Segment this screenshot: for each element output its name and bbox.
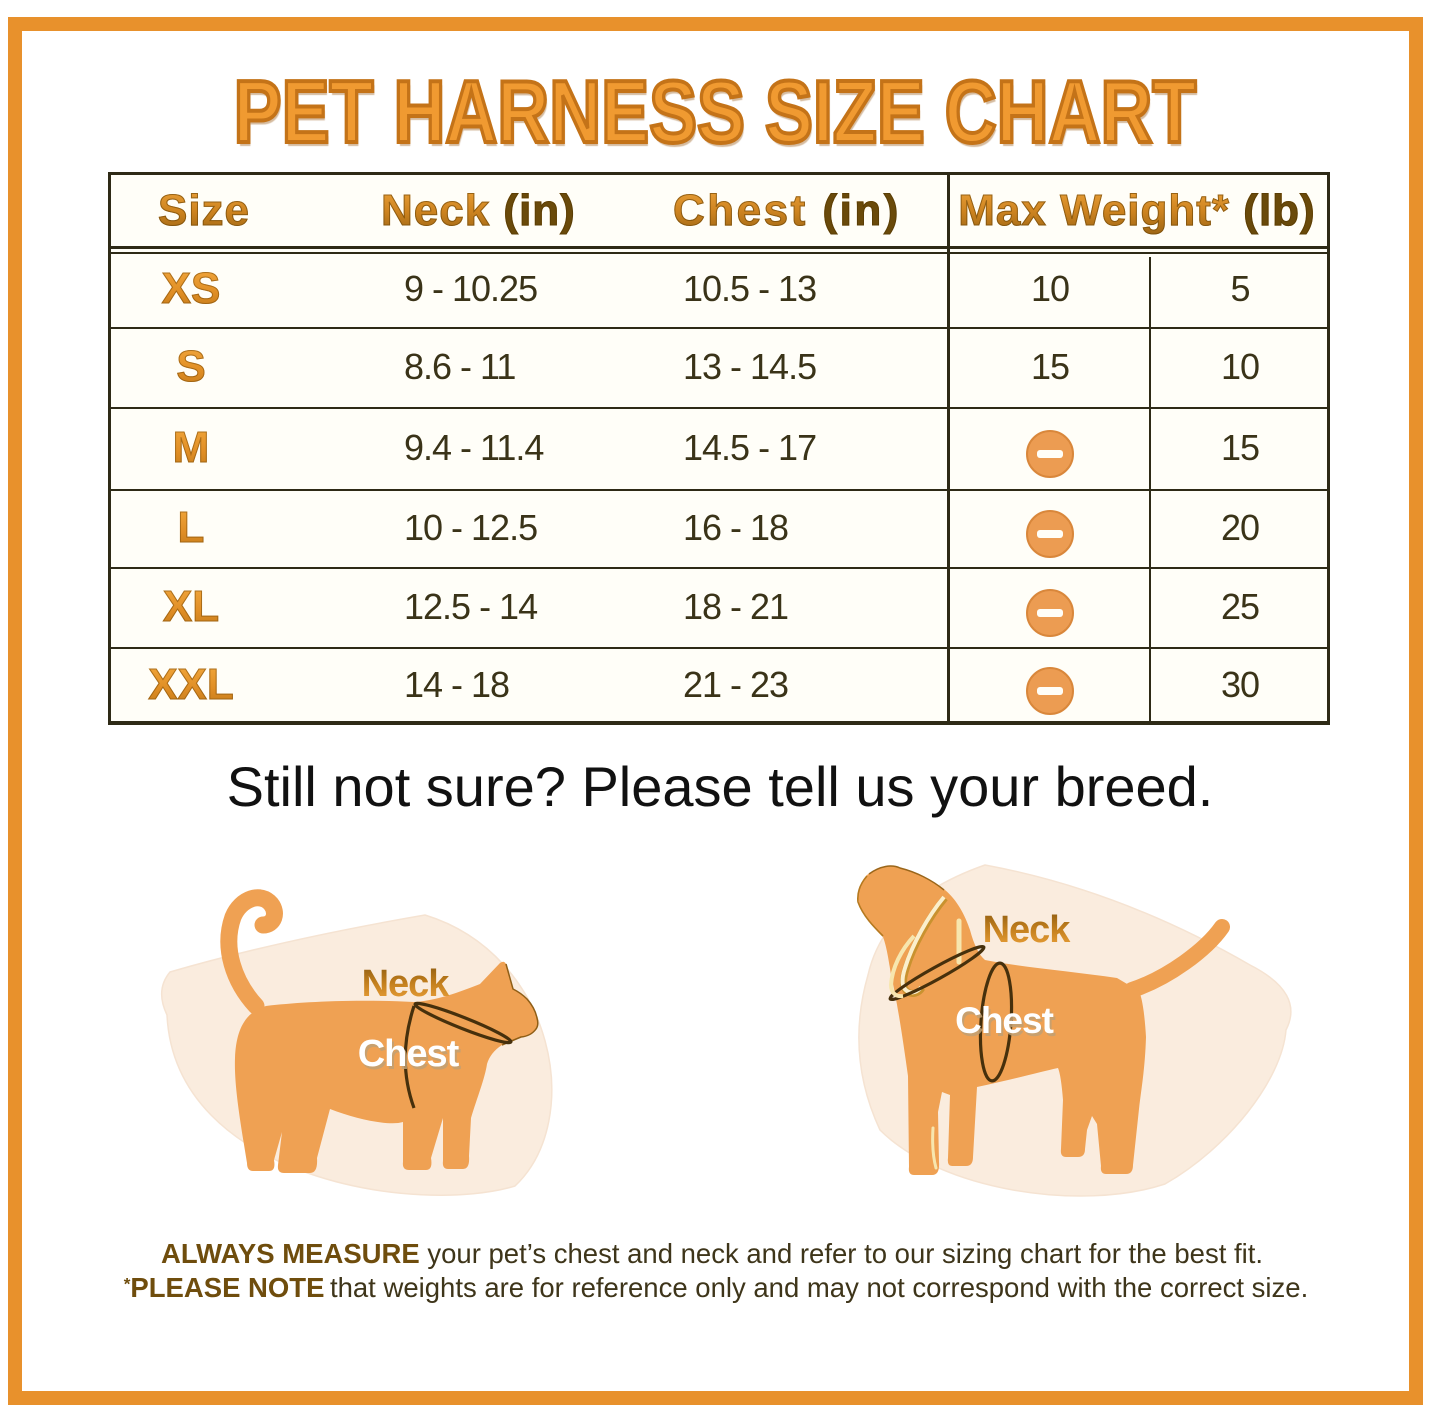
svg-text:Neck: Neck bbox=[983, 909, 1072, 951]
svg-text:Chest: Chest bbox=[360, 1036, 462, 1078]
svg-text:Chest: Chest bbox=[957, 1003, 1055, 1044]
svg-text:Neck: Neck bbox=[362, 963, 451, 1005]
svg-text:Chest: Chest bbox=[358, 1033, 460, 1075]
svg-text:Chest: Chest bbox=[955, 1000, 1053, 1041]
